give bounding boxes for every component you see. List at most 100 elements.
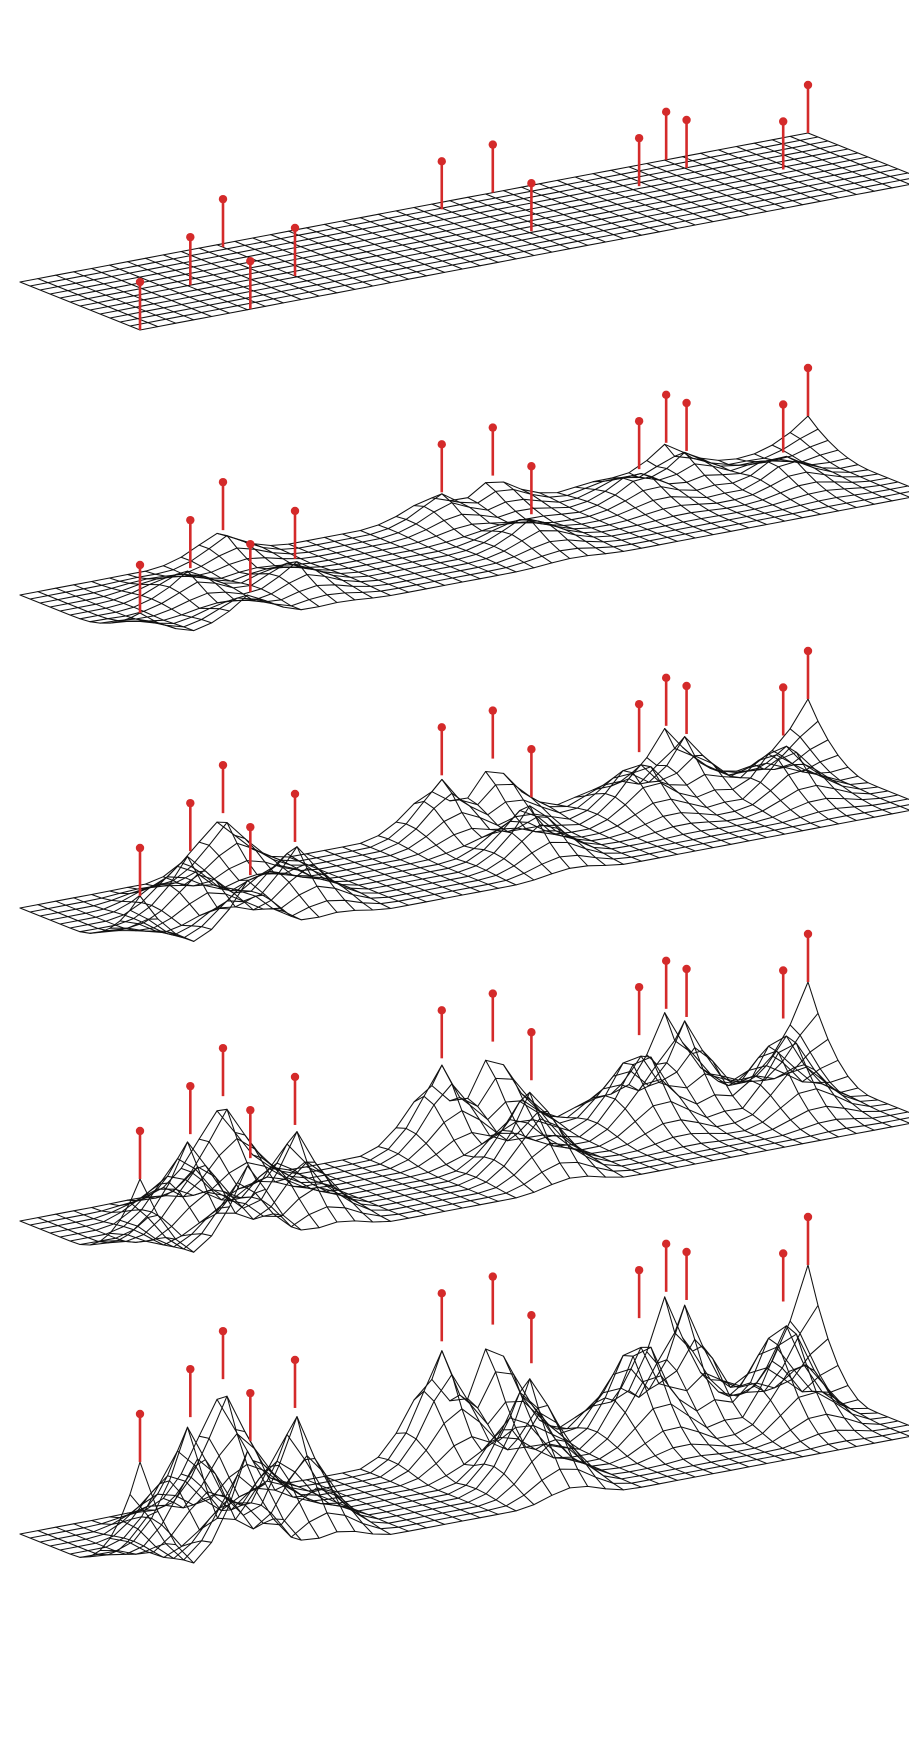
support-cap xyxy=(218,760,228,770)
support-cap xyxy=(437,1006,446,1015)
mesh-line-short xyxy=(592,1062,714,1162)
mesh-line-long xyxy=(49,449,839,608)
mesh-line-short xyxy=(144,1459,266,1521)
mesh-line-short xyxy=(341,1159,463,1209)
support-cap xyxy=(135,843,145,853)
mesh-line-short xyxy=(341,846,463,896)
mesh-line-short xyxy=(789,728,909,811)
mesh-line-short xyxy=(628,1081,750,1155)
mesh-line-short xyxy=(431,493,553,564)
mesh-line-short xyxy=(216,532,338,604)
mesh-line-long xyxy=(39,1304,829,1543)
support-cap xyxy=(527,462,536,471)
mesh-line-short xyxy=(55,1213,177,1243)
mesh-line-short xyxy=(341,533,463,583)
support-cap xyxy=(661,107,671,117)
mesh-line-short xyxy=(753,1364,875,1444)
mesh-line-short xyxy=(234,834,356,911)
mesh-line-short xyxy=(646,459,768,526)
support-cap xyxy=(135,1409,145,1419)
mesh-line-short xyxy=(37,1510,159,1556)
mesh-line-short xyxy=(610,472,732,532)
mesh-line-short xyxy=(323,223,446,273)
mesh-line-short xyxy=(359,529,481,580)
mesh-line-short xyxy=(305,1166,428,1216)
support-cap xyxy=(437,440,446,449)
mesh-line-short xyxy=(789,432,909,498)
mesh-line-short xyxy=(180,862,302,921)
support-cap xyxy=(661,390,671,400)
mesh-line-short xyxy=(359,1468,481,1519)
mesh-line-long xyxy=(29,428,819,600)
mesh-line-short xyxy=(467,196,589,246)
mesh-line-short xyxy=(216,1395,338,1533)
mesh-line-short xyxy=(288,230,410,280)
support-cap xyxy=(779,1249,788,1258)
mesh-line-short xyxy=(717,1045,840,1138)
mesh-line-short xyxy=(717,459,840,512)
mesh-line-short xyxy=(359,217,481,267)
support-cap xyxy=(527,179,536,188)
mesh-line-short xyxy=(717,1337,840,1451)
mesh-line-short xyxy=(628,1383,750,1468)
support-cap xyxy=(186,232,195,242)
support-cap xyxy=(527,1311,536,1320)
mesh-line-short xyxy=(91,267,213,318)
mesh-line-short xyxy=(252,543,374,599)
mesh-line-short xyxy=(288,1482,410,1532)
mesh-line-short xyxy=(717,753,840,825)
mesh-line-long xyxy=(119,1111,909,1248)
mesh-line-short xyxy=(556,804,678,855)
net-stage-3 xyxy=(19,646,909,942)
mesh-line-short xyxy=(753,453,875,505)
mesh-line-short xyxy=(771,1055,893,1128)
mesh-line-short xyxy=(699,457,822,515)
support-cap xyxy=(634,982,644,992)
mesh-line-short xyxy=(91,893,213,930)
support-cap xyxy=(218,194,228,204)
support-cap xyxy=(186,1364,195,1374)
support-cap xyxy=(135,277,145,287)
mesh-line-short xyxy=(628,778,750,842)
mesh-line-short xyxy=(449,500,571,560)
mesh-line-short xyxy=(574,1397,696,1478)
mesh-line-short xyxy=(144,257,266,307)
support-cap xyxy=(246,539,255,549)
mesh-line-short xyxy=(73,271,195,321)
mesh-line-short xyxy=(162,254,284,304)
mesh-line-short xyxy=(753,1064,875,1131)
mesh-line-short xyxy=(395,515,517,573)
mesh-line-short xyxy=(198,1435,320,1539)
mesh-line-short xyxy=(520,1093,643,1175)
mesh-line-short xyxy=(126,855,249,909)
mesh-line-short xyxy=(359,1155,481,1206)
mesh-line-short xyxy=(646,162,768,213)
mesh-line-short xyxy=(270,544,392,597)
support-cap xyxy=(135,1126,145,1136)
mesh-line-long xyxy=(69,455,859,616)
mesh-line-short xyxy=(699,762,822,828)
mesh-line-short xyxy=(270,1166,392,1222)
mesh-line-short xyxy=(108,883,231,917)
mesh-line-short xyxy=(520,790,643,862)
mesh-line-short xyxy=(108,577,231,612)
mesh-line-short xyxy=(628,166,750,216)
mesh-line-short xyxy=(592,770,714,849)
mesh-line-short xyxy=(55,1526,177,1555)
support-cap xyxy=(246,1388,255,1398)
mesh-line-short xyxy=(252,1459,374,1535)
support-cap xyxy=(186,515,195,525)
mesh-line-short xyxy=(485,193,607,243)
mesh-line-short xyxy=(467,497,589,557)
support-cap xyxy=(437,157,446,166)
mesh-line-short xyxy=(682,1042,804,1145)
support-cap xyxy=(218,1326,228,1336)
mesh-line-short xyxy=(198,1138,320,1229)
mesh-line-short xyxy=(664,443,786,522)
mesh-line-short xyxy=(55,274,177,324)
mesh-line-short xyxy=(288,856,410,906)
mesh-line-short xyxy=(180,1167,302,1231)
mesh-line-short xyxy=(198,247,320,297)
mesh-line-short xyxy=(341,220,463,270)
mesh-line-short xyxy=(520,1395,643,1488)
